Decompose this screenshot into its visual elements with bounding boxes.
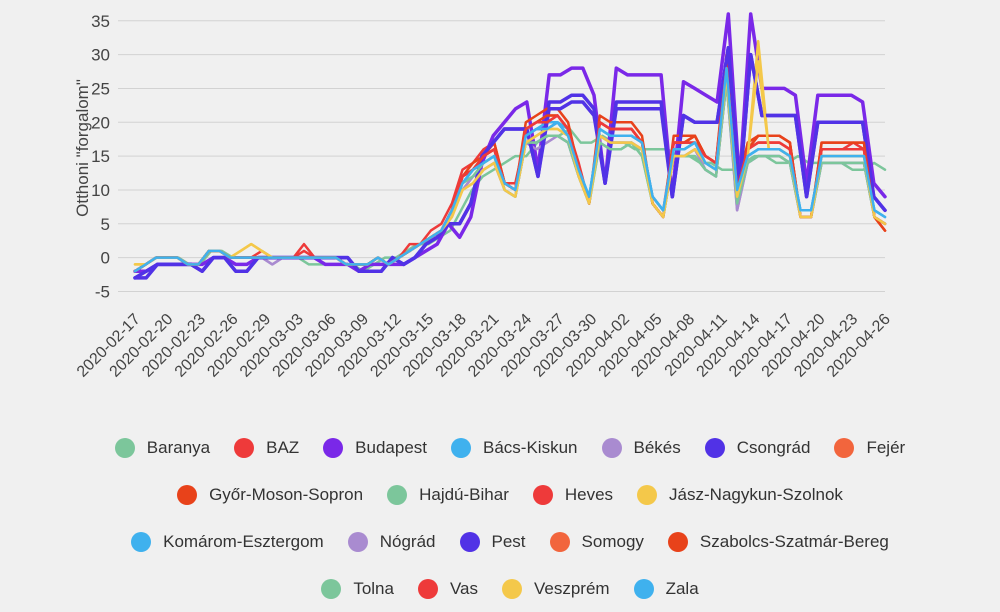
series-line-somogy <box>133 66 887 273</box>
legend-item[interactable]: Baranya <box>114 437 211 458</box>
series-line-heves <box>133 66 887 273</box>
legend-item[interactable]: Bács-Kiskun <box>451 437 578 458</box>
legend-marker-icon <box>704 437 725 458</box>
legend-marker-icon <box>834 437 855 458</box>
series-line-pest <box>133 46 887 280</box>
y-tick-label: 0 <box>101 249 110 268</box>
y-axis-label: Otthoni "forgalom" <box>73 79 92 217</box>
legend-marker-icon <box>321 578 342 599</box>
series-line-tolna <box>133 80 887 273</box>
legend-item[interactable]: Veszprém <box>502 578 610 599</box>
legend-item[interactable]: Zala <box>633 578 699 599</box>
legend-marker-icon <box>459 531 480 552</box>
y-tick-label: 30 <box>91 46 110 65</box>
legend-label: Szabolcs-Szatmár-Bereg <box>699 531 889 551</box>
legend-label: Vas <box>449 578 478 598</box>
series-line-hajdú-bihar <box>133 80 887 273</box>
y-tick-label: 25 <box>91 79 110 98</box>
y-tick-label: 10 <box>91 181 110 200</box>
legend-marker-icon <box>601 437 622 458</box>
legend-label: Tolna <box>353 578 394 598</box>
legend-label: Komárom-Esztergom <box>163 531 324 551</box>
legend-item[interactable]: Tolna <box>321 578 394 599</box>
legend-label: Heves <box>564 484 614 504</box>
legend-marker-icon <box>234 437 255 458</box>
y-tick-label: 20 <box>91 113 110 132</box>
legend-label: Hajdú-Bihar <box>419 484 509 504</box>
legend-label: Pest <box>491 531 526 551</box>
legend-row: Komárom-Esztergom Nógrád Pest Somogy Szabolc… <box>60 518 960 565</box>
legend-marker-icon <box>177 484 198 505</box>
legend-item[interactable]: Hajdú-Bihar <box>387 484 509 505</box>
legend-label: Baranya <box>146 437 211 457</box>
legend-label: Budapest <box>355 437 428 457</box>
legend: Baranya BAZ Budapest Bács-Kiskun Békés Csongr… <box>60 424 960 612</box>
series-line-szabolcs-szatmár-bereg <box>133 66 887 273</box>
legend-marker-icon <box>502 578 522 599</box>
legend-marker-icon <box>323 437 344 458</box>
legend-label: Somogy <box>581 531 644 551</box>
legend-label: BAZ <box>266 437 300 457</box>
series-line-békés <box>133 80 887 273</box>
legend-marker-icon <box>114 437 135 458</box>
legend-marker-icon <box>417 578 438 599</box>
series-line-komárom-esztergom <box>133 66 887 273</box>
series-line-vas <box>133 66 887 273</box>
legend-item[interactable]: Somogy <box>549 531 644 552</box>
legend-item[interactable]: BAZ <box>234 437 300 458</box>
legend-marker-icon <box>637 484 658 505</box>
legend-item[interactable]: Budapest <box>323 437 428 458</box>
legend-item[interactable]: Csongrád <box>704 437 811 458</box>
legend-marker-icon <box>667 531 688 552</box>
legend-label: Veszprém <box>534 578 610 598</box>
line-chart: -5 0 5 10 15 20 25 30 35 Otthoni "forgalom" 2020… <box>73 12 894 381</box>
x-axis-ticks: 2020-02-172020-02-202020-02-232020-02-26… <box>74 311 894 381</box>
legend-marker-icon <box>347 531 368 552</box>
series-line-bács-kiskun <box>133 66 887 273</box>
y-axis-ticks: -5 0 5 10 15 20 25 30 35 <box>91 12 110 302</box>
series-line-nógrád <box>133 80 887 273</box>
legend-label: Zala <box>665 578 699 598</box>
y-tick-label: 5 <box>101 215 110 234</box>
legend-label: Győr-Moson-Sopron <box>209 484 364 504</box>
legend-item[interactable]: Jász-Nagykun-Szolnok <box>637 484 843 505</box>
y-tick-label: 35 <box>91 12 110 31</box>
legend-row: Tolna Vas Veszprém Zala <box>60 565 960 612</box>
legend-marker-icon <box>549 531 570 552</box>
legend-label: Bács-Kiskun <box>483 437 578 457</box>
legend-marker-icon <box>451 437 472 458</box>
legend-marker-icon <box>131 531 152 552</box>
legend-item[interactable]: Békés <box>601 437 681 458</box>
series-line-jász-nagykun-szolnok <box>133 39 887 266</box>
y-tick-label: 15 <box>91 147 110 166</box>
legend-item[interactable]: Nógrád <box>347 531 436 552</box>
legend-label: Jász-Nagykun-Szolnok <box>669 484 843 504</box>
legend-marker-icon <box>633 578 654 599</box>
series-line-zala <box>133 66 887 273</box>
legend-marker-icon <box>532 484 553 505</box>
y-tick-label: -5 <box>95 282 110 301</box>
legend-item[interactable]: Fejér <box>834 437 906 458</box>
legend-item[interactable]: Győr-Moson-Sopron <box>177 484 364 505</box>
legend-row: Győr-Moson-Sopron Hajdú-Bihar Heves Jász-Na… <box>60 471 960 518</box>
legend-item[interactable]: Vas <box>417 578 478 599</box>
legend-label: Fejér <box>866 437 906 457</box>
legend-label: Csongrád <box>736 437 811 457</box>
legend-item[interactable]: Heves <box>532 484 614 505</box>
legend-item[interactable]: Komárom-Esztergom <box>131 531 324 552</box>
legend-item[interactable]: Pest <box>459 531 526 552</box>
series-line-fejér <box>133 60 887 273</box>
series-line-baz <box>133 73 887 273</box>
legend-label: Békés <box>633 437 681 457</box>
legend-marker-icon <box>387 484 408 505</box>
series-line-veszprém <box>133 60 887 266</box>
legend-row: Baranya BAZ Budapest Bács-Kiskun Békés Csongr… <box>60 424 960 471</box>
legend-label: Nógrád <box>379 531 436 551</box>
series-line-csongrád <box>133 46 887 280</box>
legend-item[interactable]: Szabolcs-Szatmár-Bereg <box>667 531 889 552</box>
series-lines <box>133 12 887 280</box>
